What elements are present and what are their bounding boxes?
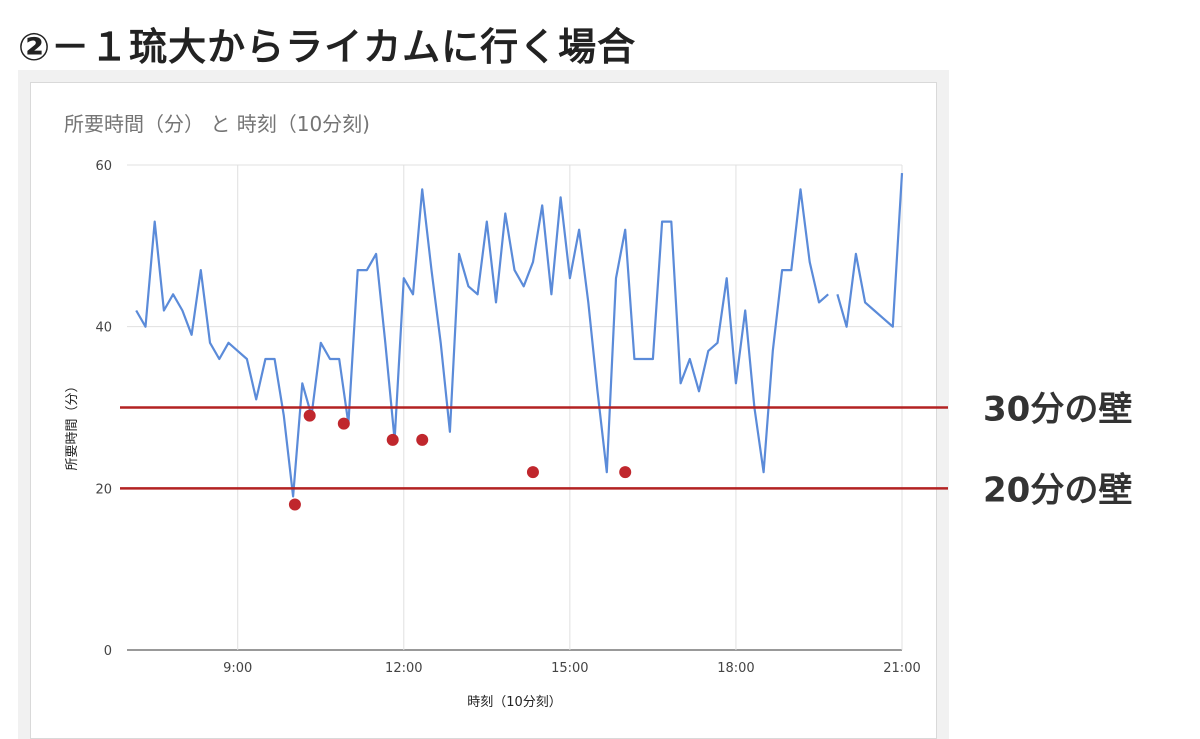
y-axis-label: 所要時間（分） bbox=[65, 379, 80, 470]
highlight-marker bbox=[303, 409, 316, 422]
y-tick-label: 0 bbox=[104, 644, 112, 659]
y-tick-label: 20 bbox=[95, 482, 112, 497]
highlight-marker bbox=[526, 466, 539, 479]
wall-label: 20分の壁 bbox=[983, 470, 1132, 510]
y-tick-label: 60 bbox=[95, 159, 112, 174]
highlight-marker bbox=[619, 466, 632, 479]
highlight-marker bbox=[288, 498, 301, 511]
wall-label: 30分の壁 bbox=[983, 390, 1132, 430]
x-tick-label: 12:00 bbox=[385, 661, 422, 676]
highlight-marker bbox=[386, 433, 399, 446]
x-tick-label: 9:00 bbox=[223, 661, 252, 676]
y-tick-label: 40 bbox=[95, 321, 112, 336]
series-line bbox=[836, 173, 904, 328]
highlight-marker bbox=[416, 433, 429, 446]
x-axis-label: 時刻（10分刻） bbox=[467, 695, 562, 710]
x-tick-label: 15:00 bbox=[551, 661, 588, 676]
x-tick-label: 18:00 bbox=[717, 661, 754, 676]
series-line bbox=[135, 188, 829, 498]
x-tick-label: 21:00 bbox=[883, 661, 920, 676]
highlight-marker bbox=[337, 417, 350, 430]
chart-panel bbox=[30, 82, 937, 739]
page-heading: ②－１琉大からライカムに行く場合 bbox=[18, 25, 637, 69]
chart-title: 所要時間（分） と 時刻（10分刻) bbox=[64, 112, 370, 136]
